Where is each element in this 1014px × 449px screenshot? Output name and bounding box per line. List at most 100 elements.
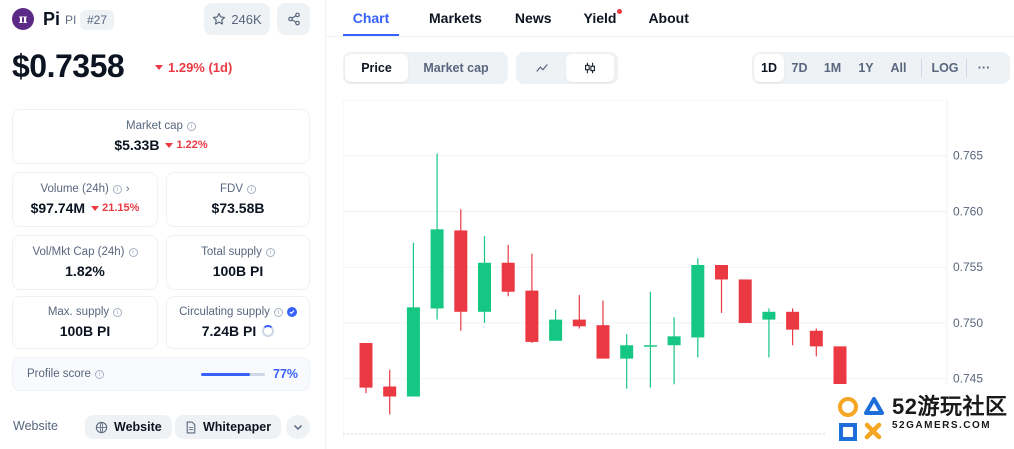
candle-body bbox=[738, 279, 752, 323]
profile-score-label: Profile score bbox=[27, 368, 91, 380]
more-options-button[interactable]: ··· bbox=[977, 61, 991, 75]
info-icon[interactable]: i bbox=[265, 247, 275, 257]
price-toggle-button[interactable]: Price bbox=[345, 54, 408, 82]
fdv-label: FDV bbox=[220, 183, 243, 195]
coin-name: Pi bbox=[43, 9, 61, 29]
candle-body bbox=[620, 345, 634, 359]
candle-body bbox=[478, 262, 491, 312]
candle-body bbox=[715, 264, 728, 280]
profile-score-bar-fill bbox=[201, 373, 251, 376]
candle-body bbox=[549, 319, 563, 341]
rank-badge: #27 bbox=[80, 10, 115, 30]
candle-body bbox=[525, 290, 539, 342]
profile-score-value: 77% bbox=[273, 367, 299, 381]
candle-body bbox=[406, 307, 420, 397]
candle-body bbox=[454, 230, 468, 312]
y-tick-label: 0.750 bbox=[953, 316, 983, 330]
candlestick-icon bbox=[585, 62, 595, 74]
info-icon[interactable]: i bbox=[273, 307, 283, 317]
total-supply-value: 100B PI bbox=[212, 263, 264, 279]
tab-chart[interactable]: Chart bbox=[343, 0, 399, 36]
range-7d-button[interactable]: 7D bbox=[791, 61, 808, 75]
log-scale-button[interactable]: LOG bbox=[931, 61, 959, 75]
info-icon[interactable]: i bbox=[128, 247, 138, 257]
candle-body bbox=[643, 345, 657, 347]
candlestick-chart[interactable]: 0.765 0.760 0.755 0.750 0.745 bbox=[342, 99, 1014, 449]
max-supply-value: 100B PI bbox=[59, 323, 111, 339]
supply-progress-ring-icon bbox=[262, 325, 275, 337]
line-chart-button[interactable] bbox=[518, 54, 566, 82]
volume-value: $97.74M bbox=[30, 200, 86, 216]
range-1d-button[interactable]: 1D bbox=[754, 54, 784, 82]
candlestick-button[interactable] bbox=[566, 54, 614, 82]
y-tick-label: 0.755 bbox=[953, 260, 983, 274]
circulating-supply-card: Circulating supply i 7.24B PI bbox=[166, 296, 310, 349]
candle-body bbox=[809, 330, 823, 347]
globe-icon bbox=[95, 421, 108, 433]
watermark-logo bbox=[834, 389, 890, 445]
line-chart-icon bbox=[536, 64, 548, 72]
fdv-value: $73.58B bbox=[211, 200, 265, 216]
max-supply-card: Max. supply i 100B PI bbox=[12, 296, 158, 349]
market-cap-toggle-button[interactable]: Market cap bbox=[423, 61, 489, 75]
info-icon[interactable]: i bbox=[247, 184, 256, 194]
gamepad-symbols-icon bbox=[838, 396, 884, 441]
share-button[interactable] bbox=[277, 3, 310, 35]
watchlist-button[interactable]: 246K bbox=[204, 3, 270, 35]
tab-yield[interactable]: Yield bbox=[584, 0, 623, 36]
profile-score-bar bbox=[201, 373, 265, 376]
total-supply-label: Total supply bbox=[201, 246, 262, 258]
share-icon bbox=[287, 12, 300, 26]
volume-card[interactable]: Volume (24h) i › $97.74M 21.15% bbox=[12, 172, 158, 227]
main-tabs: Chart Markets News Yield About bbox=[343, 0, 689, 36]
candle-body bbox=[596, 325, 610, 359]
price-chart[interactable]: 0.765 0.760 0.755 0.750 0.745 bbox=[342, 99, 1014, 449]
website-link-label: Website bbox=[114, 420, 162, 434]
circulating-supply-label: Circulating supply bbox=[179, 306, 270, 318]
coin-info-panel: π Pi PI #27 246K $0.7358 1.29% (1d) Mark… bbox=[0, 0, 326, 449]
market-cap-card: Market cap i $5.33B 1.22% bbox=[12, 109, 310, 164]
range-divider bbox=[921, 59, 922, 77]
caret-down-icon bbox=[91, 205, 100, 211]
pi-coin-logo: π bbox=[12, 8, 34, 30]
range-all-button[interactable]: All bbox=[890, 61, 907, 75]
y-tick-label: 0.745 bbox=[953, 372, 983, 386]
whitepaper-link[interactable]: Whitepaper bbox=[175, 415, 282, 439]
candle-body bbox=[359, 343, 373, 388]
range-1m-button[interactable]: 1M bbox=[823, 61, 842, 75]
tab-news[interactable]: News bbox=[514, 10, 552, 26]
info-icon[interactable]: i bbox=[186, 121, 196, 131]
whitepaper-link-label: Whitepaper bbox=[203, 420, 272, 434]
candle-body bbox=[691, 264, 705, 338]
profile-score-row[interactable]: Profile score i 77% bbox=[12, 357, 310, 391]
vol-mkt-cap-label: Vol/Mkt Cap (24h) bbox=[32, 246, 125, 258]
tab-markets[interactable]: Markets bbox=[429, 10, 482, 26]
notification-dot bbox=[617, 9, 623, 14]
watchlist-count: 246K bbox=[231, 11, 262, 27]
star-icon bbox=[213, 12, 226, 25]
website-link[interactable]: Website bbox=[85, 415, 172, 439]
y-tick-label: 0.760 bbox=[953, 204, 983, 218]
candle-body bbox=[430, 229, 444, 309]
candle-body bbox=[786, 311, 800, 330]
info-icon[interactable]: i bbox=[113, 307, 123, 317]
candle-body bbox=[501, 262, 515, 292]
market-cap-label: Market cap bbox=[126, 120, 183, 132]
watermark: 52游玩社区 52GAMERS.COM bbox=[826, 384, 1014, 449]
more-links-button[interactable] bbox=[286, 415, 310, 439]
fdv-card: FDV i $73.58B bbox=[166, 172, 310, 227]
verified-icon bbox=[286, 307, 297, 317]
range-1y-button[interactable]: 1Y bbox=[858, 61, 874, 75]
price-change-value: 1.29% (1d) bbox=[168, 60, 233, 75]
market-cap-value: $5.33B bbox=[114, 137, 160, 153]
document-icon bbox=[186, 421, 196, 433]
tabs-divider bbox=[326, 36, 1014, 37]
info-icon[interactable]: i bbox=[94, 369, 104, 379]
tab-about[interactable]: About bbox=[648, 10, 689, 26]
info-icon[interactable]: i bbox=[112, 184, 122, 194]
chevron-down-icon bbox=[293, 424, 303, 431]
max-supply-label: Max. supply bbox=[47, 306, 110, 318]
metric-toggle: Price Market cap bbox=[343, 52, 508, 84]
market-cap-change: 1.22% bbox=[176, 139, 208, 151]
chart-type-toggle bbox=[516, 52, 618, 84]
